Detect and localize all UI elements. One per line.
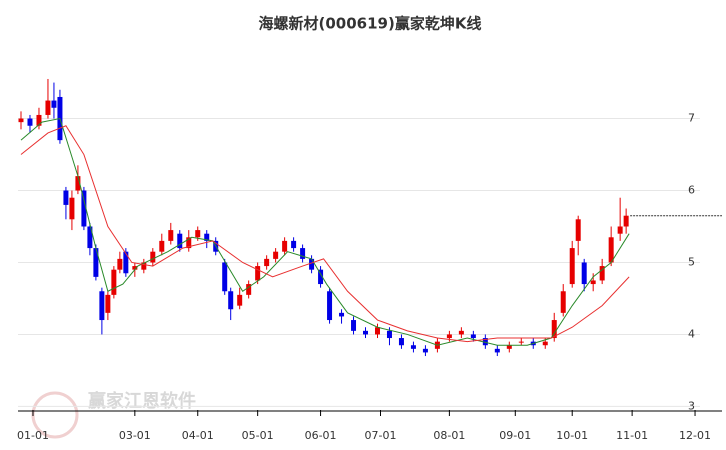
candle-body bbox=[470, 334, 476, 339]
candle-body bbox=[204, 233, 210, 241]
candle-body bbox=[51, 100, 57, 108]
candle-body bbox=[458, 330, 464, 335]
candle-body bbox=[410, 345, 416, 349]
candle-body bbox=[228, 291, 234, 310]
x-tick-label: 06-01 bbox=[305, 429, 337, 442]
x-tick-label: 09-01 bbox=[499, 429, 531, 442]
candle-body bbox=[446, 334, 452, 339]
candle-body bbox=[506, 345, 512, 349]
x-tick-label: 03-01 bbox=[119, 429, 151, 442]
x-tick-label: 10-01 bbox=[556, 429, 588, 442]
candle-body bbox=[36, 114, 42, 126]
candle-body bbox=[581, 262, 587, 285]
candle-body bbox=[222, 262, 228, 292]
candle-body bbox=[117, 258, 123, 270]
watermark: 赢家江恩软件 bbox=[88, 390, 196, 412]
candle-body bbox=[351, 320, 357, 331]
y-tick-label: 5 bbox=[688, 255, 695, 268]
candle-body bbox=[542, 341, 548, 346]
candle-body bbox=[150, 251, 156, 263]
candle-body bbox=[141, 262, 147, 270]
candle-body bbox=[575, 219, 581, 241]
candle-body bbox=[87, 226, 93, 249]
candle-body bbox=[168, 230, 174, 241]
x-tick-label: 07-01 bbox=[365, 429, 397, 442]
candle-body bbox=[246, 284, 252, 295]
y-tick-label: 6 bbox=[688, 184, 695, 197]
candle-body bbox=[494, 348, 500, 353]
candle-body bbox=[81, 190, 87, 227]
x-tick-label: 05-01 bbox=[242, 429, 274, 442]
candle-body bbox=[264, 258, 270, 267]
candle-body bbox=[398, 338, 404, 346]
candle-body bbox=[569, 248, 575, 285]
x-tick-label: 01-01 bbox=[17, 429, 49, 442]
candle-body bbox=[482, 338, 488, 346]
x-tick-label: 11-01 bbox=[616, 429, 648, 442]
candle-body bbox=[623, 215, 629, 227]
candle-body bbox=[99, 291, 105, 321]
candle-body bbox=[327, 291, 333, 321]
candle-body bbox=[273, 251, 279, 259]
candle-body bbox=[339, 312, 345, 317]
candle-body bbox=[363, 330, 369, 335]
candle-body bbox=[422, 348, 428, 353]
y-tick-label: 7 bbox=[688, 112, 695, 125]
candle-body bbox=[309, 258, 315, 270]
candle-body bbox=[291, 240, 297, 249]
candle-body bbox=[93, 248, 99, 277]
candle-body bbox=[590, 280, 596, 285]
y-tick-label: 3 bbox=[688, 399, 695, 412]
candle-body bbox=[255, 266, 261, 281]
candle-body bbox=[69, 197, 75, 220]
candle-body bbox=[186, 237, 192, 249]
candle-body bbox=[551, 320, 557, 339]
candle-body bbox=[518, 341, 524, 343]
candle-body bbox=[599, 266, 605, 281]
candle-body bbox=[63, 190, 69, 205]
moving-average bbox=[20, 125, 630, 343]
candle-body bbox=[386, 330, 392, 339]
candle-body bbox=[159, 240, 165, 252]
candle-body bbox=[300, 248, 306, 259]
candle-body bbox=[105, 294, 111, 313]
candle-body bbox=[617, 226, 623, 234]
candle-body bbox=[560, 291, 566, 313]
candle-body bbox=[132, 266, 138, 270]
candle-body bbox=[45, 100, 51, 115]
candle-body bbox=[18, 118, 24, 123]
candle-body bbox=[27, 118, 33, 126]
candle-body bbox=[608, 237, 614, 263]
x-tick-label: 12-01 bbox=[679, 429, 711, 442]
candle-body bbox=[177, 233, 183, 249]
candle-body bbox=[374, 327, 380, 335]
candle-body bbox=[237, 294, 243, 306]
x-tick-label: 04-01 bbox=[182, 429, 214, 442]
y-tick-label: 4 bbox=[688, 327, 695, 340]
candle-body bbox=[111, 269, 117, 295]
candle-body bbox=[195, 230, 201, 238]
candle-body bbox=[282, 240, 288, 252]
candle-body bbox=[75, 176, 81, 191]
candle-body bbox=[318, 269, 324, 285]
chart-title: 海螺新材(000619)赢家乾坤K线 bbox=[259, 15, 482, 33]
moving-average bbox=[20, 117, 630, 346]
x-tick-label: 08-01 bbox=[433, 429, 465, 442]
candle-body bbox=[123, 251, 129, 274]
